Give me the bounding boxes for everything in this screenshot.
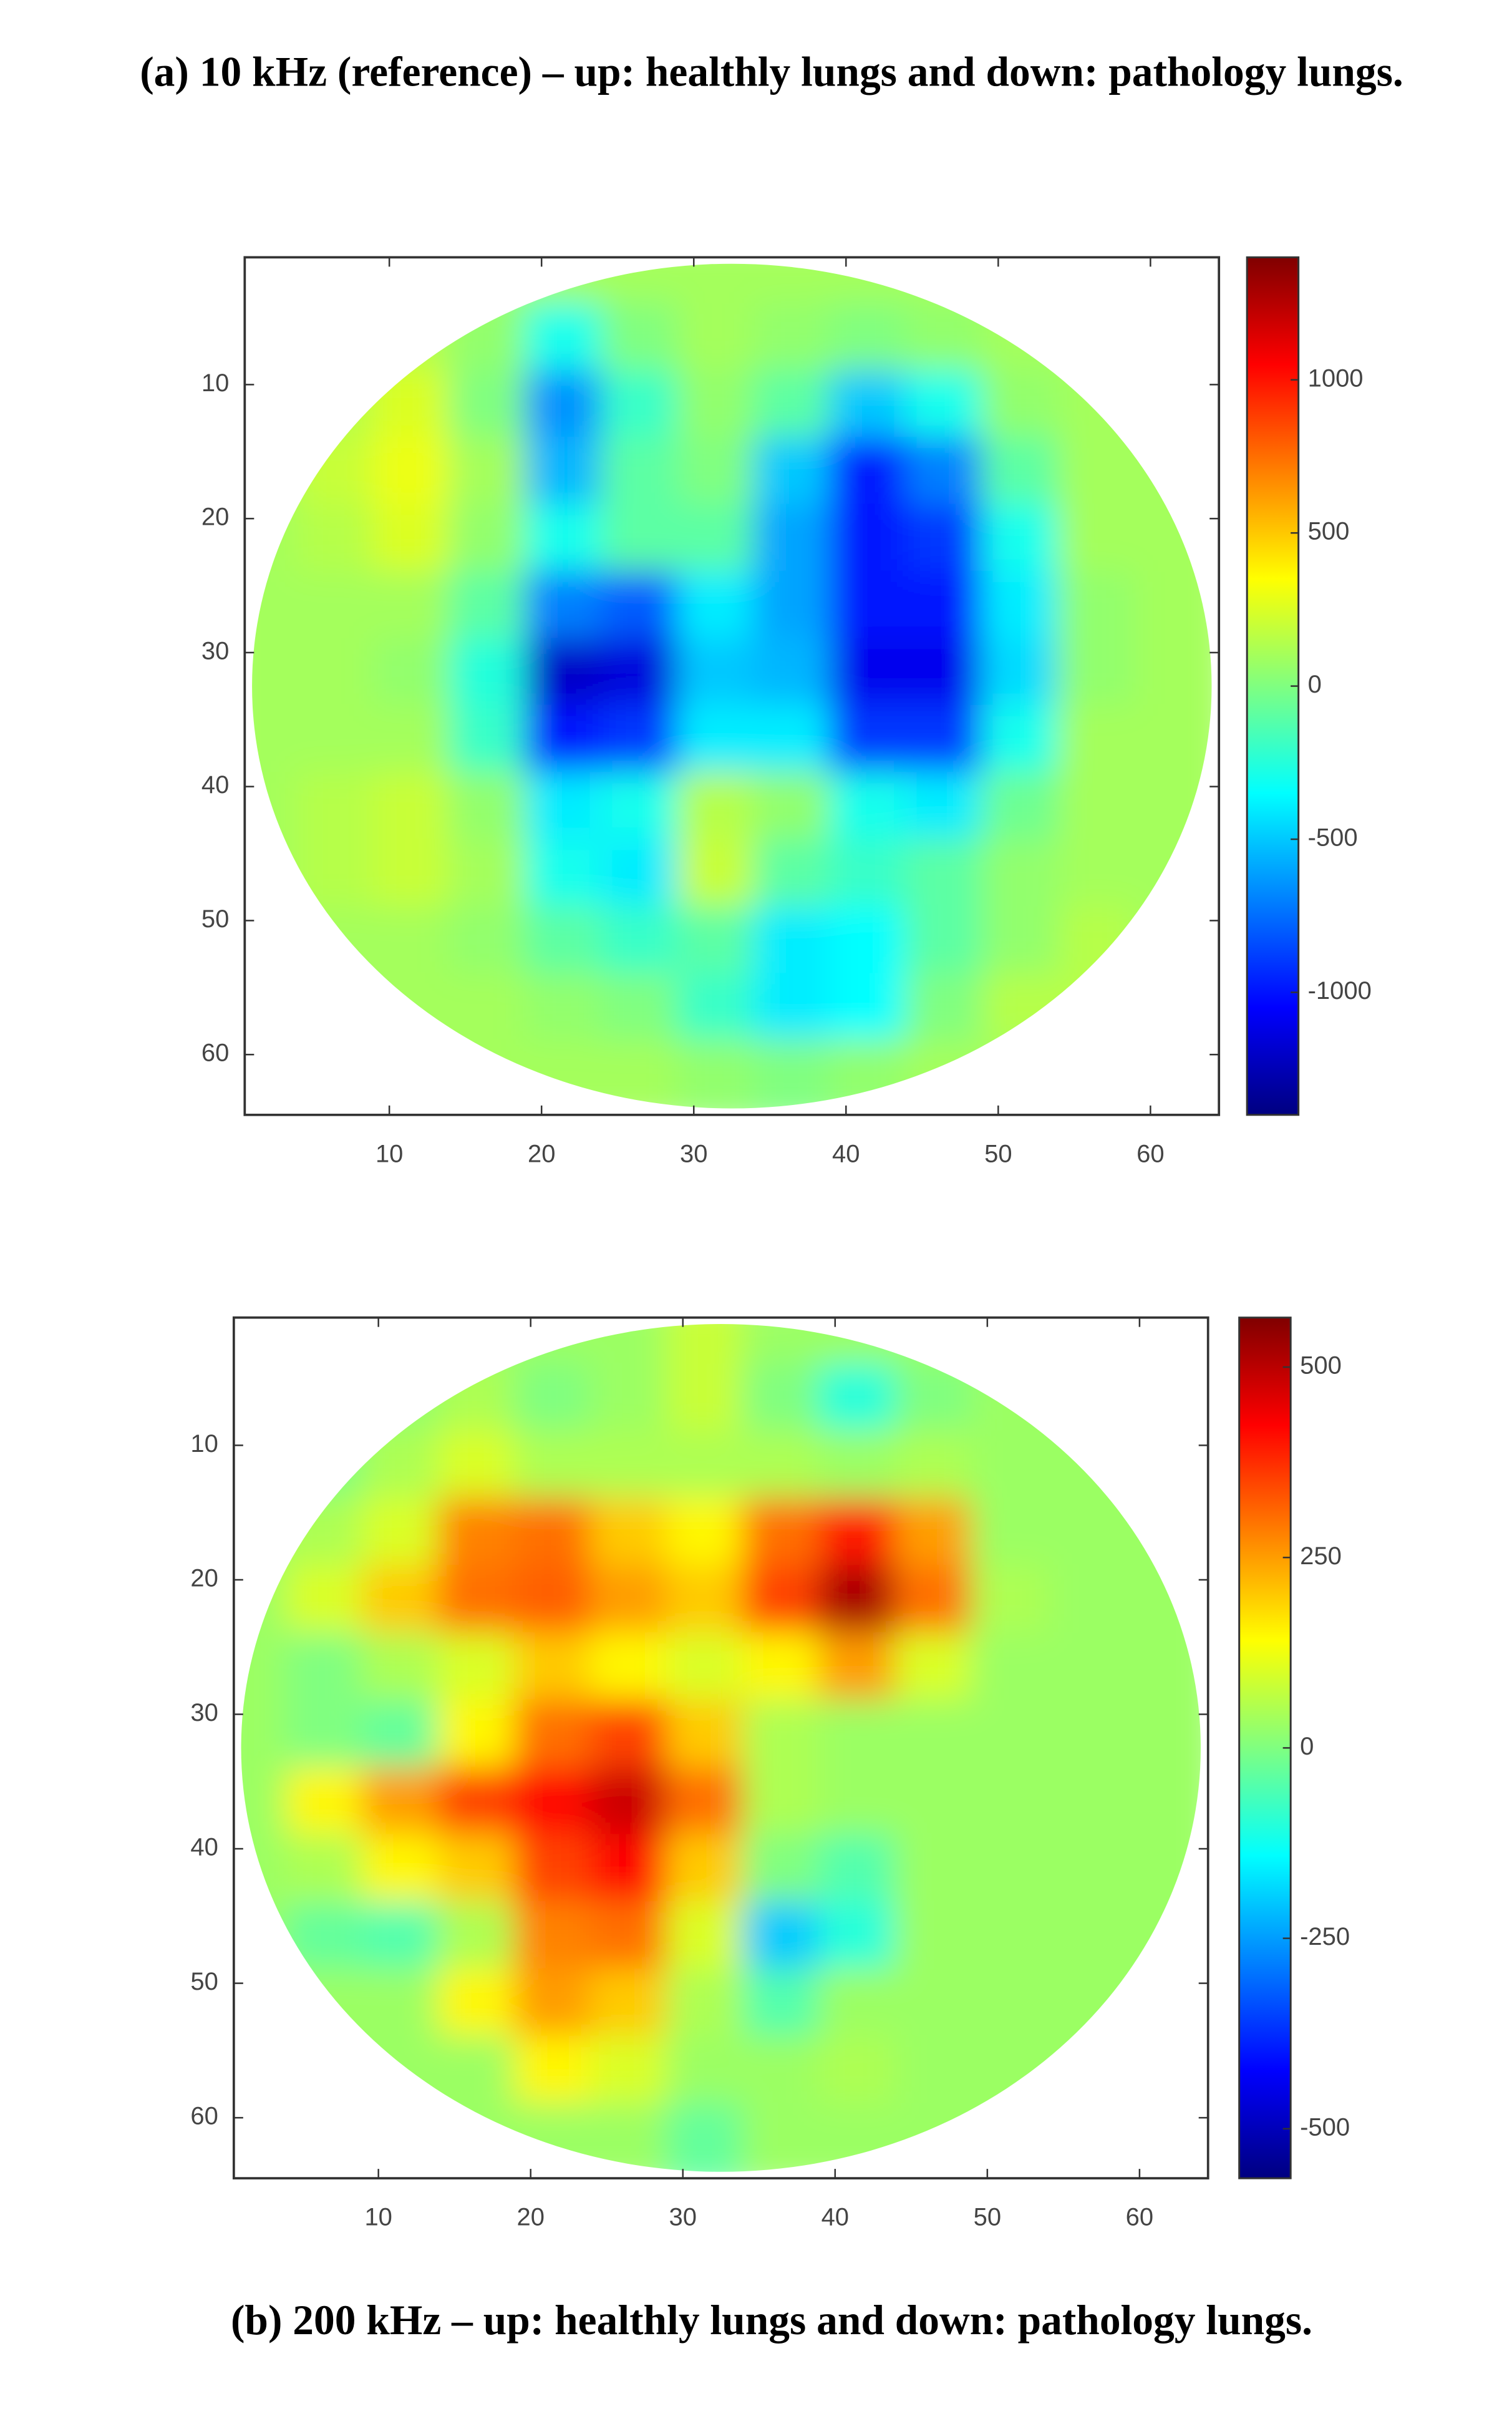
x-tick-label: 50 xyxy=(984,1140,1012,1167)
heatmap-cell xyxy=(1123,1324,1201,1380)
y-tick-label: 30 xyxy=(190,1699,218,1726)
heatmap-cell xyxy=(1133,369,1212,453)
heatmap-cell xyxy=(1123,2035,1201,2120)
heatmap-cell xyxy=(1133,263,1212,319)
y-tick-label: 10 xyxy=(201,369,229,397)
heatmap-cell xyxy=(285,2103,380,2172)
x-tick-label: 10 xyxy=(364,2204,392,2231)
y-tick-label: 60 xyxy=(201,1039,229,1067)
colorbar-tick-label: -500 xyxy=(1308,824,1358,852)
y-tick-label: 20 xyxy=(190,1565,218,1592)
heatmap-cell xyxy=(241,1324,304,1380)
x-tick-label: 10 xyxy=(376,1140,403,1167)
colorbar-tick-label: 500 xyxy=(1300,1352,1342,1380)
heatmap-cells xyxy=(252,263,1212,1109)
heatmap-cell xyxy=(970,2103,1065,2172)
heatmap-cell xyxy=(1123,1363,1201,1447)
colorbar-tick-label: -500 xyxy=(1300,2113,1350,2141)
heatmap-cell xyxy=(241,1430,304,1514)
caption: (b) 200 kHz – up: healthly lungs and dow… xyxy=(231,2297,1312,2344)
colorbar-tick-label: 250 xyxy=(1300,1542,1342,1570)
heatmap-cell xyxy=(1133,905,1212,989)
heatmap-cell xyxy=(981,1039,1076,1109)
x-tick-label: 40 xyxy=(821,2204,849,2231)
heatmap-cell xyxy=(1133,973,1212,1056)
heatmap-cell xyxy=(361,2103,457,2172)
heatmap-cell xyxy=(1047,2035,1141,2120)
plot-frame xyxy=(243,256,1221,1116)
y-tick-label: 20 xyxy=(201,504,229,531)
x-tick-label: 20 xyxy=(516,2204,544,2231)
heatmap-cell xyxy=(285,1363,380,1447)
heatmap-cell xyxy=(296,973,391,1056)
x-tick-label: 30 xyxy=(680,1140,707,1167)
y-tick-label: 10 xyxy=(190,1430,218,1458)
colorbar-tick-label: -1000 xyxy=(1308,977,1372,1005)
heatmap-cell xyxy=(241,1968,304,2052)
y-tick-label: 40 xyxy=(190,1834,218,1861)
colorbar xyxy=(1246,256,1300,1116)
x-tick-label: 60 xyxy=(1126,2204,1153,2231)
heatmap-cell xyxy=(1057,973,1152,1056)
plot-frame xyxy=(232,1316,1209,2179)
heatmap-cell xyxy=(361,1324,457,1380)
heatmap-cell xyxy=(1057,263,1152,319)
heatmap-cell xyxy=(252,1039,315,1109)
heatmap xyxy=(241,1324,1201,2172)
x-tick-label: 50 xyxy=(974,2204,1001,2231)
colorbar-tick-label: 0 xyxy=(1308,671,1322,698)
heatmap-cell xyxy=(1047,2103,1141,2172)
heatmap-cells xyxy=(241,1324,1201,2172)
heatmap-cell xyxy=(285,1324,380,1380)
heatmap-cell xyxy=(296,1039,391,1109)
heatmap xyxy=(252,263,1212,1109)
heatmap-cell xyxy=(1047,1363,1141,1447)
colorbar xyxy=(1238,1317,1292,2179)
heatmap-cell xyxy=(252,263,315,319)
heatmap-cell xyxy=(1123,1968,1201,2052)
caption: (a) 10 kHz (reference) – up: healthly lu… xyxy=(140,48,1403,95)
heatmap-cell xyxy=(372,1039,467,1109)
heatmap-cell xyxy=(1057,303,1152,386)
y-tick-label: 30 xyxy=(201,637,229,664)
heatmap-cell xyxy=(296,303,391,386)
y-tick-label: 40 xyxy=(201,771,229,799)
heatmap-cell xyxy=(252,905,315,989)
heatmap-cell xyxy=(981,263,1076,319)
heatmap-cell xyxy=(296,263,391,319)
heatmap-cell xyxy=(905,1039,1000,1109)
heatmap-cell xyxy=(1057,1039,1152,1109)
heatmap-cell xyxy=(1123,1901,1201,1985)
colorbar-tick-label: 500 xyxy=(1308,518,1350,545)
heatmap-cell xyxy=(241,2103,304,2172)
heatmap-cell xyxy=(1047,1324,1141,1380)
heatmap-cell xyxy=(241,2035,304,2120)
y-tick-label: 60 xyxy=(190,2103,218,2130)
x-tick-label: 20 xyxy=(528,1140,555,1167)
heatmap-cell xyxy=(1123,2103,1201,2172)
heatmap-cell xyxy=(1133,839,1212,922)
heatmap-cell xyxy=(1133,1039,1212,1109)
heatmap-cell xyxy=(1133,303,1212,386)
heatmap-cell xyxy=(285,2035,380,2120)
x-tick-label: 40 xyxy=(832,1140,860,1167)
heatmap-cell xyxy=(970,1324,1065,1380)
colorbar-tick-label: 1000 xyxy=(1308,364,1364,392)
heatmap-cell xyxy=(252,303,315,386)
y-tick-label: 50 xyxy=(190,1968,218,1995)
colorbar-tick-label: -250 xyxy=(1300,1923,1350,1950)
heatmap-cell xyxy=(252,973,315,1056)
colorbar-tick-label: 0 xyxy=(1300,1733,1314,1760)
x-tick-label: 60 xyxy=(1136,1140,1164,1167)
heatmap-cell xyxy=(252,369,315,453)
heatmap-cell xyxy=(372,263,467,319)
heatmap-cell xyxy=(894,2103,989,2172)
heatmap-cell xyxy=(241,1363,304,1447)
x-tick-label: 30 xyxy=(669,2204,697,2231)
heatmap-cell xyxy=(1123,1430,1201,1514)
y-tick-label: 50 xyxy=(201,905,229,933)
